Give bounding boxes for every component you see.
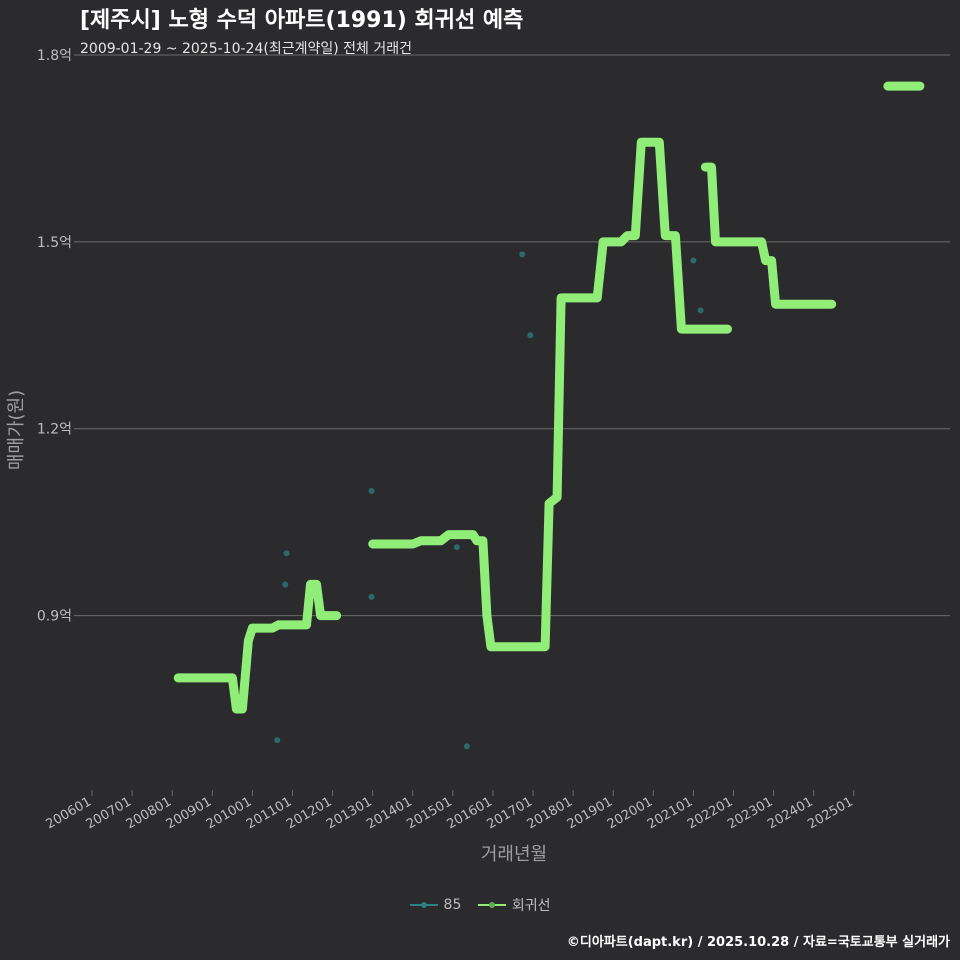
- regression-line: [173, 81, 925, 714]
- scatter-point: [453, 544, 460, 551]
- y-tick-label: 1.2억: [37, 422, 72, 438]
- x-tick-label: 202301: [725, 794, 775, 832]
- x-tick-label: 200701: [84, 794, 134, 832]
- scatter-point: [274, 737, 281, 744]
- x-tick-label: 202201: [685, 794, 735, 832]
- x-tick-label: 201001: [204, 794, 254, 832]
- scatter-point: [368, 593, 375, 600]
- legend-item-regression: 회귀선: [477, 895, 551, 915]
- x-tick-label: 202001: [605, 794, 655, 832]
- x-tick-label: 201601: [444, 794, 494, 832]
- regression-segment: [173, 579, 342, 714]
- x-axis-ticks: 2006012007012008012009012010012011012012…: [44, 790, 856, 832]
- scatter-point: [519, 251, 526, 258]
- x-tick-label: 201201: [284, 794, 334, 832]
- x-tick-label: 201901: [565, 794, 615, 832]
- scatter-point: [463, 743, 470, 750]
- y-tick-label: 1.8억: [37, 48, 72, 64]
- legend-label-regression: 회귀선: [511, 898, 551, 914]
- x-tick-label: 202401: [765, 794, 815, 832]
- y-tick-label: 1.5억: [37, 235, 72, 251]
- y-axis-label: 매매가(원): [6, 390, 27, 470]
- legend-key-regression: [477, 902, 506, 908]
- legend-item-85: 85: [409, 897, 462, 913]
- grid-lines: [80, 54, 950, 617]
- x-tick-label: 202101: [645, 794, 695, 832]
- regression-segment: [700, 162, 837, 309]
- scatter-points: [274, 251, 704, 750]
- scatter-point: [283, 550, 290, 557]
- legend: 85 회귀선: [0, 895, 960, 917]
- legend-key-85: [409, 902, 438, 908]
- x-tick-label: 201101: [244, 794, 294, 832]
- x-tick-label: 202501: [805, 794, 855, 832]
- chart-subtitle: 2009-01-29 ~ 2025-10-24(최근계약일) 전체 거래건: [80, 41, 412, 57]
- x-tick-label: 200901: [164, 794, 214, 832]
- x-tick-label: 201401: [364, 794, 414, 832]
- x-tick-label: 200601: [44, 794, 94, 832]
- scatter-point: [368, 488, 375, 495]
- x-tick-label: 201501: [404, 794, 454, 832]
- source-footer: ©디아파트(dapt.kr) / 2025.10.28 / 자료=국토교통부 실…: [566, 935, 950, 950]
- legend-label-85: 85: [443, 897, 462, 913]
- regression-segment: [368, 137, 732, 652]
- chart-title: [제주시] 노형 수덕 아파트(1991) 회귀선 예측: [80, 8, 524, 33]
- scatter-point: [697, 307, 704, 314]
- x-tick-label: 201301: [324, 794, 374, 832]
- scatter-point: [690, 257, 697, 264]
- x-tick-label: 201801: [525, 794, 575, 832]
- x-tick-label: 201701: [485, 794, 535, 832]
- x-tick-label: 200801: [124, 794, 174, 832]
- scatter-point: [282, 581, 289, 588]
- x-axis-label: 거래년월: [481, 844, 547, 865]
- scatter-point: [527, 332, 534, 339]
- y-axis-ticks: 0.9억 1.2억 1.5억 1.8억: [37, 48, 80, 625]
- y-tick-label: 0.9억: [37, 609, 72, 625]
